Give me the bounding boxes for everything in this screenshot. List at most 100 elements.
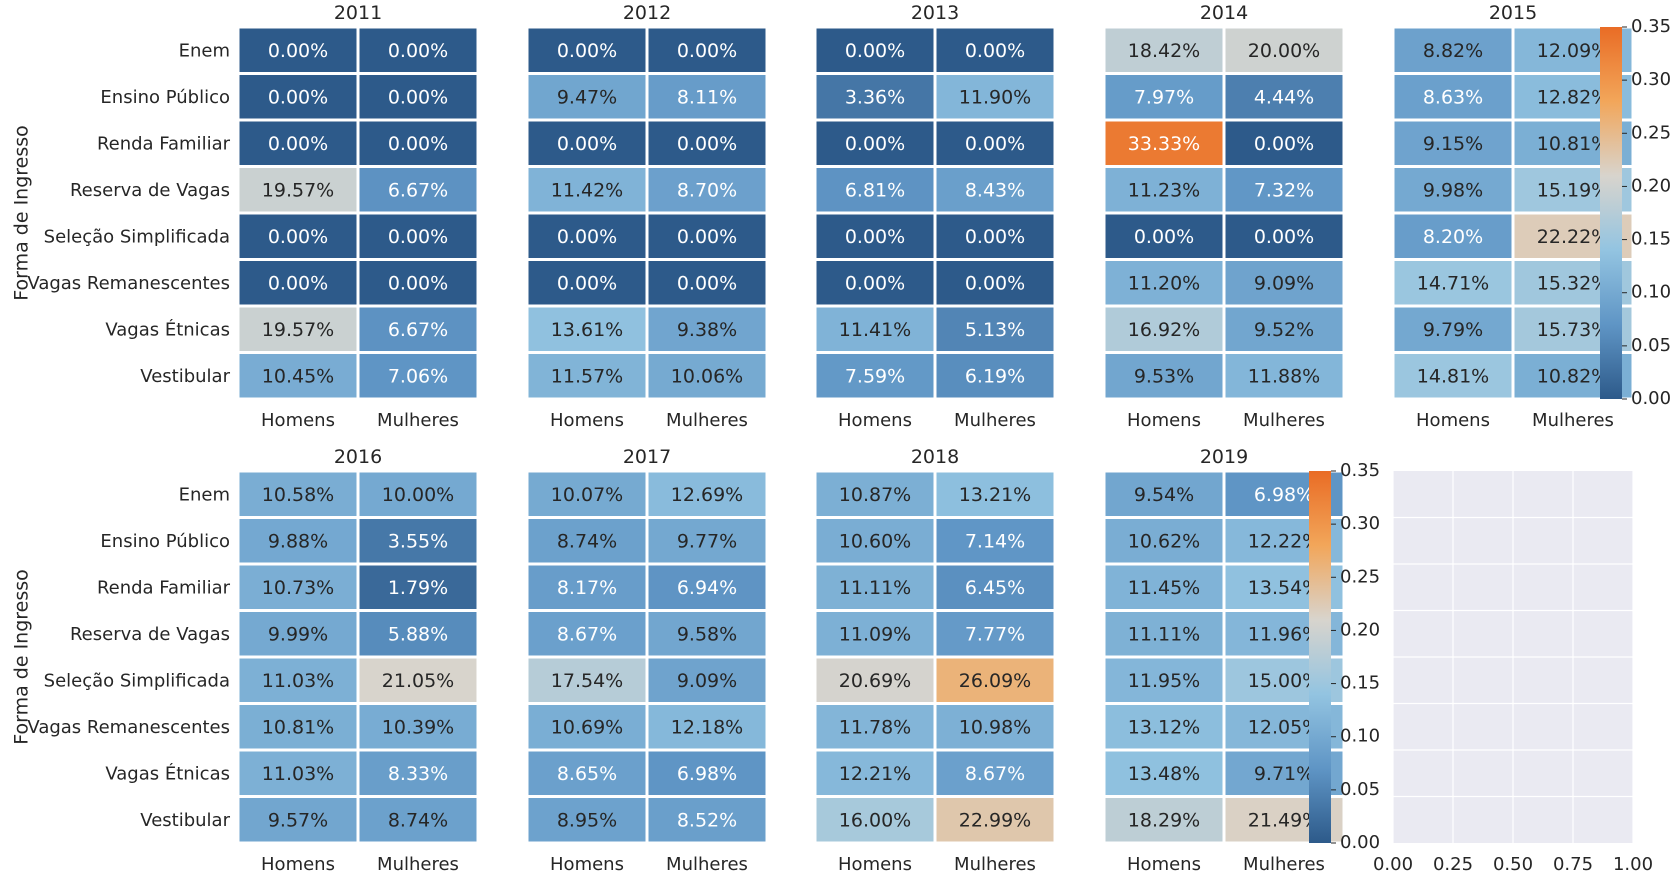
heatmap-cell bbox=[525, 469, 649, 519]
cell-label: 10.98% bbox=[959, 716, 1031, 738]
heatmap-cell bbox=[1222, 351, 1346, 401]
cell-label: 8.82% bbox=[1423, 40, 1483, 62]
cell-label: 0.00% bbox=[557, 226, 617, 248]
cell-label: 0.00% bbox=[557, 40, 617, 62]
colorbar-tick-label: 0.05 bbox=[1631, 335, 1671, 356]
heatmap-cell bbox=[1391, 258, 1515, 308]
cell-label: 19.57% bbox=[262, 319, 334, 341]
cell-label: 11.23% bbox=[1128, 179, 1200, 201]
heatmap-cell bbox=[933, 351, 1057, 401]
heatmap-cell bbox=[1102, 304, 1226, 354]
cell-label: 15.73% bbox=[1537, 319, 1609, 341]
colorbar-tick-label: 0.35 bbox=[1340, 460, 1380, 481]
cell-label: 8.63% bbox=[1423, 86, 1483, 108]
cell-label: 11.78% bbox=[839, 716, 911, 738]
heatmap-cell bbox=[236, 351, 360, 401]
heatmap-cell bbox=[1102, 748, 1226, 798]
y-tick-label: Vagas Remanescentes bbox=[27, 717, 230, 738]
heatmap-cell bbox=[1391, 118, 1515, 168]
heatmap-cell bbox=[645, 702, 769, 752]
colorbar-tick-label: 0.10 bbox=[1340, 726, 1380, 747]
cell-label: 15.00% bbox=[1248, 670, 1320, 692]
heatmap-cell bbox=[933, 562, 1057, 612]
x-tick-label: Homens bbox=[261, 410, 335, 431]
cell-label: 0.00% bbox=[845, 272, 905, 294]
heatmap-cell bbox=[645, 165, 769, 215]
x-tick-label: Homens bbox=[838, 854, 912, 875]
cell-label: 20.00% bbox=[1248, 40, 1320, 62]
cell-label: 26.09% bbox=[959, 670, 1031, 692]
x-tick-label: Homens bbox=[1127, 410, 1201, 431]
x-tick-label: Mulheres bbox=[1532, 410, 1614, 431]
y-tick-label: Vestibular bbox=[140, 810, 230, 831]
cell-label: 7.06% bbox=[388, 365, 448, 387]
y-tick-label: Renda Familiar bbox=[97, 133, 231, 154]
cell-label: 21.05% bbox=[382, 670, 454, 692]
cell-label: 9.47% bbox=[557, 86, 617, 108]
cell-label: 9.77% bbox=[677, 530, 737, 552]
heatmap-cell bbox=[356, 748, 480, 798]
cell-label: 0.00% bbox=[268, 133, 328, 155]
x-tick-label: Homens bbox=[1416, 410, 1490, 431]
cell-label: 11.88% bbox=[1248, 365, 1320, 387]
cell-label: 8.67% bbox=[557, 623, 617, 645]
cell-label: 6.45% bbox=[965, 577, 1025, 599]
cell-label: 12.69% bbox=[671, 484, 743, 506]
colorbar-tick-label: 0.35 bbox=[1631, 16, 1671, 37]
heatmap-cell bbox=[645, 609, 769, 659]
colorbar-tick-label: 0.25 bbox=[1340, 566, 1380, 587]
heatmap-cell bbox=[645, 118, 769, 168]
empty-panel-tick-label: 0.25 bbox=[1433, 854, 1473, 875]
cell-label: 10.82% bbox=[1537, 365, 1609, 387]
heatmap-cell bbox=[525, 655, 649, 705]
cell-label: 11.20% bbox=[1128, 272, 1200, 294]
cell-label: 11.11% bbox=[839, 577, 911, 599]
cell-label: 11.42% bbox=[551, 179, 623, 201]
cell-label: 16.00% bbox=[839, 809, 911, 831]
heatmap-cell bbox=[1222, 118, 1346, 168]
cell-label: 0.00% bbox=[388, 272, 448, 294]
heatmap-cell bbox=[813, 795, 937, 845]
colorbar-tick-label: 0.05 bbox=[1340, 779, 1380, 800]
cell-label: 10.07% bbox=[551, 484, 623, 506]
cell-label: 9.38% bbox=[677, 319, 737, 341]
cell-label: 0.00% bbox=[557, 133, 617, 155]
heatmap-cell bbox=[933, 165, 1057, 215]
cell-label: 12.82% bbox=[1537, 86, 1609, 108]
heatmap-cell bbox=[933, 258, 1057, 308]
cell-label: 8.67% bbox=[965, 763, 1025, 785]
cell-label: 21.49% bbox=[1248, 809, 1320, 831]
cell-label: 9.57% bbox=[268, 809, 328, 831]
cell-label: 0.00% bbox=[557, 272, 617, 294]
cell-label: 7.32% bbox=[1254, 179, 1314, 201]
heatmap-cell bbox=[1391, 304, 1515, 354]
cell-label: 0.00% bbox=[677, 272, 737, 294]
heatmap-cell bbox=[645, 795, 769, 845]
cell-label: 8.43% bbox=[965, 179, 1025, 201]
heatmap-cell bbox=[236, 562, 360, 612]
cell-label: 7.14% bbox=[965, 530, 1025, 552]
cell-label: 22.99% bbox=[959, 809, 1031, 831]
heatmap-cell bbox=[645, 304, 769, 354]
cell-label: 11.03% bbox=[262, 763, 334, 785]
x-tick-label: Mulheres bbox=[1243, 854, 1325, 875]
x-tick-label: Mulheres bbox=[954, 410, 1036, 431]
cell-label: 6.67% bbox=[388, 319, 448, 341]
cell-label: 12.09% bbox=[1537, 40, 1609, 62]
cell-label: 8.52% bbox=[677, 809, 737, 831]
heatmap-cell bbox=[1222, 258, 1346, 308]
panel-title-2019: 2019 bbox=[1200, 446, 1248, 468]
y-tick-label: Seleção Simplificada bbox=[44, 670, 230, 691]
cell-label: 8.95% bbox=[557, 809, 617, 831]
cell-label: 0.00% bbox=[388, 133, 448, 155]
cell-label: 17.54% bbox=[551, 670, 623, 692]
x-tick-label: Mulheres bbox=[954, 854, 1036, 875]
cell-label: 10.39% bbox=[382, 716, 454, 738]
heatmap-cell bbox=[236, 258, 360, 308]
cell-label: 10.62% bbox=[1128, 530, 1200, 552]
y-tick-label: Enem bbox=[179, 40, 230, 61]
heatmap-cell bbox=[1102, 469, 1226, 519]
colorbar-tick-label: 0.00 bbox=[1631, 388, 1671, 409]
x-tick-label: Homens bbox=[550, 410, 624, 431]
